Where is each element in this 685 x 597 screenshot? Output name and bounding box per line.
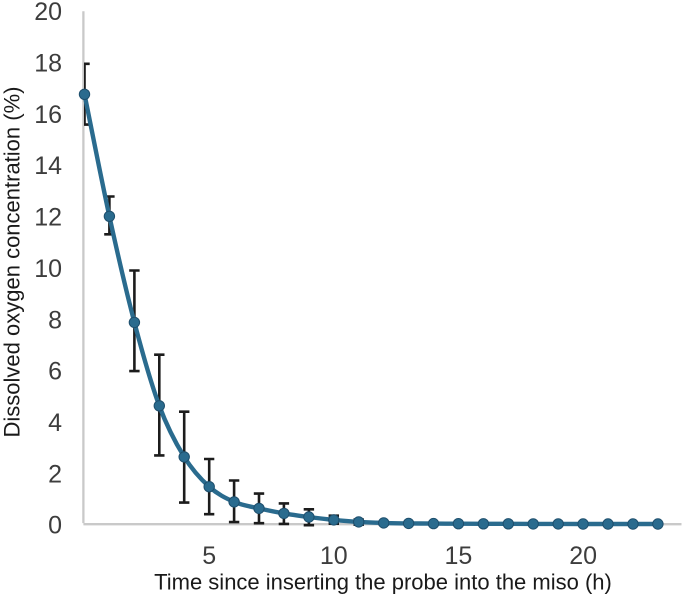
svg-text:10: 10 [320, 542, 348, 570]
svg-text:8: 8 [48, 306, 62, 334]
svg-text:4: 4 [48, 409, 62, 437]
svg-text:5: 5 [202, 542, 216, 570]
svg-text:2: 2 [48, 460, 62, 488]
svg-text:10: 10 [34, 255, 62, 283]
svg-text:15: 15 [444, 542, 472, 570]
svg-text:0: 0 [48, 512, 62, 540]
svg-text:6: 6 [48, 358, 62, 386]
svg-text:20: 20 [569, 542, 597, 570]
svg-text:14: 14 [34, 152, 62, 180]
svg-text:20: 20 [34, 0, 62, 26]
svg-text:18: 18 [34, 50, 62, 78]
svg-text:Dissolved oxygen concentration: Dissolved oxygen concentration (%) [0, 87, 25, 438]
svg-text:16: 16 [34, 101, 62, 129]
svg-text:12: 12 [34, 204, 62, 232]
svg-text:Time since inserting the probe: Time since inserting the probe into the … [154, 570, 612, 595]
